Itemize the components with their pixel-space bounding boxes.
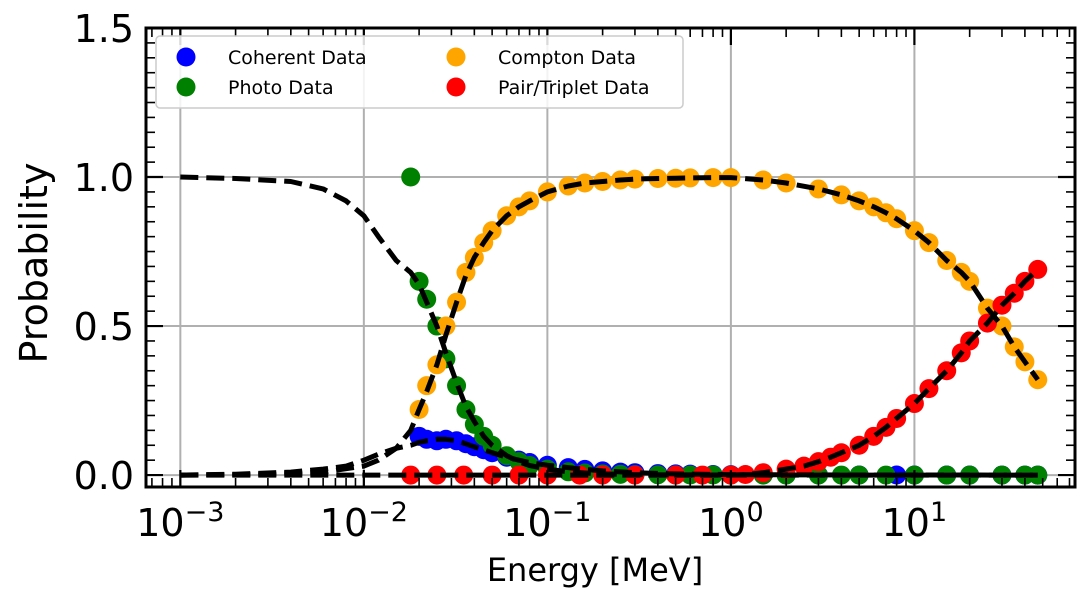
data-point (831, 185, 851, 205)
y-tick-labels: 0.0 0.5 1.0 1.5 (74, 7, 134, 498)
legend-label: Pair/Triplet Data (498, 77, 650, 99)
x-tick-label-base: 10 (698, 501, 746, 545)
x-tick-label: 101 (882, 497, 948, 545)
y-tick-label: 0.0 (74, 454, 134, 498)
x-tick-label-exponent: 0 (746, 497, 763, 528)
x-tick-label-exponent: −3 (185, 497, 225, 528)
x-tick-label-exponent: −1 (552, 497, 592, 528)
data-point (703, 168, 723, 188)
data-point (808, 179, 828, 199)
fit-curve (180, 436, 1038, 478)
data-point (625, 169, 645, 189)
x-tick-label: 10−1 (503, 497, 591, 545)
y-tick-label: 1.5 (74, 7, 134, 51)
fit-curves (180, 174, 1040, 478)
fit-curve (180, 267, 1040, 478)
legend-marker (446, 77, 466, 97)
data-point (436, 316, 456, 336)
x-tick-label: 10−2 (320, 497, 408, 545)
data-point (401, 465, 421, 485)
fit-curve (180, 175, 1040, 478)
x-axis-title: Energy [MeV] (487, 551, 703, 589)
y-tick-label: 1.0 (74, 156, 134, 200)
legend-box (155, 35, 684, 109)
x-tick-label: 100 (698, 497, 764, 545)
data-point (680, 168, 700, 188)
data-point (401, 167, 421, 187)
x-tick-label-base: 10 (503, 501, 551, 545)
fit-curve (180, 174, 1038, 478)
legend-label: Coherent Data (228, 47, 367, 69)
y-axis-title: Probability (12, 163, 56, 364)
x-tick-label-exponent: 1 (930, 497, 947, 528)
plot-frame (144, 26, 1077, 489)
axis-ticks (146, 26, 1075, 487)
legend-marker (176, 47, 196, 67)
legend-marker (176, 77, 196, 97)
data-point (447, 376, 467, 396)
x-tick-labels: 10−3 10−2 10−1 100 101 (136, 497, 947, 545)
data-point (575, 173, 595, 193)
x-tick-label-exponent: −2 (368, 497, 408, 528)
x-tick-label-base: 10 (320, 501, 368, 545)
legend: Coherent Data Compton Data Photo Data Pair/… (155, 35, 684, 109)
legend-label: Compton Data (498, 47, 636, 69)
data-point (454, 465, 474, 485)
y-tick-label: 0.5 (74, 305, 134, 349)
data-point (482, 465, 502, 485)
x-tick-label: 10−3 (136, 497, 224, 545)
x-tick-label-base: 10 (136, 501, 184, 545)
data-point (427, 465, 447, 485)
legend-label: Photo Data (228, 77, 334, 99)
x-tick-label-base: 10 (882, 501, 930, 545)
data-point (1028, 259, 1048, 279)
legend-marker (446, 47, 466, 67)
data-point (753, 170, 773, 190)
